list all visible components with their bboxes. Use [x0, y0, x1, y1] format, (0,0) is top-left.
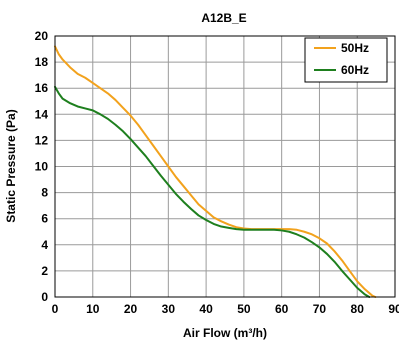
- x-tick-label: 40: [199, 302, 213, 316]
- series-line-60hz: [54, 85, 371, 298]
- x-tick-label: 10: [86, 302, 100, 316]
- x-tick-label: 20: [124, 302, 138, 316]
- y-tick-label: 8: [41, 186, 48, 200]
- y-tick-label: 18: [35, 55, 49, 69]
- y-tick-label: 10: [35, 160, 49, 174]
- y-tick-label: 4: [41, 238, 48, 252]
- plot-frame: [54, 35, 396, 298]
- y-tick-label: 0: [41, 290, 48, 304]
- legend-label-60hz: 60Hz: [341, 63, 369, 77]
- y-axis-label: Static Pressure (Pa): [4, 109, 18, 222]
- x-tick-label: 70: [313, 302, 327, 316]
- x-axis-label: Air Flow (m³/h): [183, 326, 267, 340]
- y-tick-label: 6: [41, 212, 48, 226]
- x-tick-label: 0: [52, 302, 59, 316]
- y-tick-label: 2: [41, 264, 48, 278]
- x-tick-labels: 0 10 20 30 40 50 60 70 80 90: [52, 302, 399, 316]
- legend-box: [304, 37, 388, 83]
- x-tick-label: 60: [275, 302, 289, 316]
- chart-title: A12B_E: [201, 11, 246, 25]
- grid: [55, 36, 395, 297]
- y-tick-label: 20: [35, 29, 49, 43]
- legend-label-50hz: 50Hz: [341, 41, 369, 55]
- x-tick-label: 80: [351, 302, 365, 316]
- y-tick-labels: 0 2 4 6 8 10 12 14 16 18 20: [35, 29, 49, 304]
- x-tick-label: 30: [162, 302, 176, 316]
- legend: 50Hz 60Hz: [304, 37, 388, 83]
- y-tick-label: 12: [35, 133, 49, 147]
- y-tick-label: 14: [35, 107, 49, 121]
- x-tick-label: 90: [388, 302, 399, 316]
- y-tick-label: 16: [35, 81, 49, 95]
- series-line-50hz: [54, 45, 377, 298]
- x-tick-label: 50: [237, 302, 251, 316]
- series-group: [54, 45, 377, 298]
